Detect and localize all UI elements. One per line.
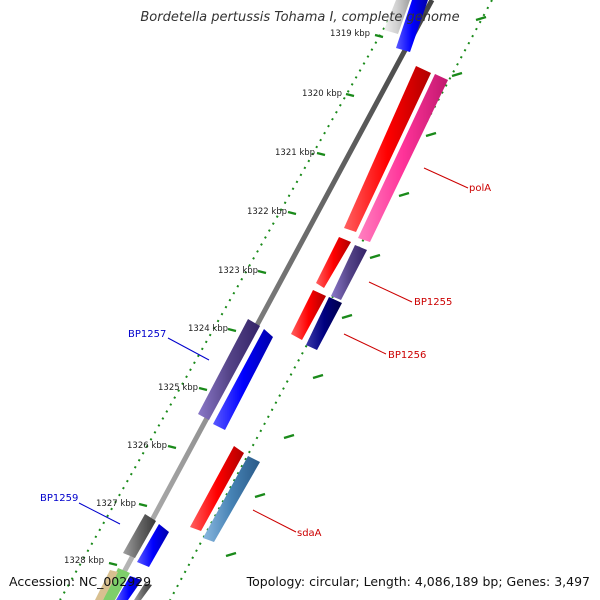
tick-label: 1319 kbp — [330, 29, 370, 39]
gene-partial-top-blue — [396, 0, 428, 52]
gene-sdaA-red — [190, 446, 244, 531]
genome-backbone — [106, 0, 435, 600]
tick-label: 1322 kbp — [247, 207, 287, 217]
genome-summary-text: Topology: circular; Length: 4,086,189 bp… — [246, 574, 590, 589]
tick-label: 1326 kbp — [127, 441, 167, 451]
tick-label: 1328 kbp — [64, 556, 104, 566]
gene-BP1257-blue — [213, 329, 273, 430]
tick-labels: 1319 kbp 1320 kbp 1321 kbp 1322 kbp 1323… — [64, 29, 370, 566]
leader-sdaA — [252, 509, 297, 533]
tick-label: 1324 kbp — [188, 324, 228, 334]
tick-label: 1327 kbp — [96, 499, 136, 509]
inner-ticks — [108, 33, 384, 567]
gene-label-BP1257: BP1257 — [128, 329, 166, 340]
gene-BP1256-navy — [306, 297, 342, 350]
leader-BP1257 — [167, 337, 210, 361]
gene-BP1256-red — [291, 290, 326, 340]
gene-label-polA: polA — [469, 183, 491, 194]
gene-label-BP1259: BP1259 — [40, 493, 78, 504]
gene-BP1259-gray — [123, 514, 156, 558]
gene-polA-pink — [358, 74, 448, 242]
map-title: Bordetella pertussis Tohama I, complete … — [140, 10, 460, 25]
gene-BP1255-purple — [331, 245, 367, 300]
gene-partial-bottom-blue — [116, 576, 142, 600]
gene-label-BP1256: BP1256 — [388, 350, 426, 361]
gene-sdaA-steel — [203, 456, 260, 542]
leader-polA — [423, 167, 469, 189]
gene-label-sdaA: sdaA — [297, 528, 322, 539]
leader-BP1255 — [368, 281, 413, 303]
gene-BP1259-blue — [137, 524, 169, 567]
tick-label: 1325 kbp — [158, 383, 198, 393]
gene-label-BP1255: BP1255 — [414, 297, 452, 308]
tick-label: 1323 kbp — [218, 266, 258, 276]
gc-track-inner — [59, 0, 401, 600]
gene-partial-top-gray — [384, 0, 410, 34]
leader-BP1259 — [78, 502, 121, 525]
leader-BP1256 — [343, 333, 387, 355]
gene-BP1257-purple — [198, 319, 260, 420]
tick-label: 1320 kbp — [302, 89, 342, 99]
gene-BP1255-red — [316, 237, 351, 288]
gene-partial-bottom-green — [103, 568, 130, 600]
gene-partial-bottom-gray — [134, 583, 152, 600]
gene-polA-red — [344, 66, 431, 232]
tick-label: 1321 kbp — [275, 148, 315, 158]
accession-text: Accession: NC_002929 — [9, 574, 152, 589]
outer-ticks — [225, 15, 487, 558]
gene-partial-bottom-tan — [95, 570, 118, 600]
